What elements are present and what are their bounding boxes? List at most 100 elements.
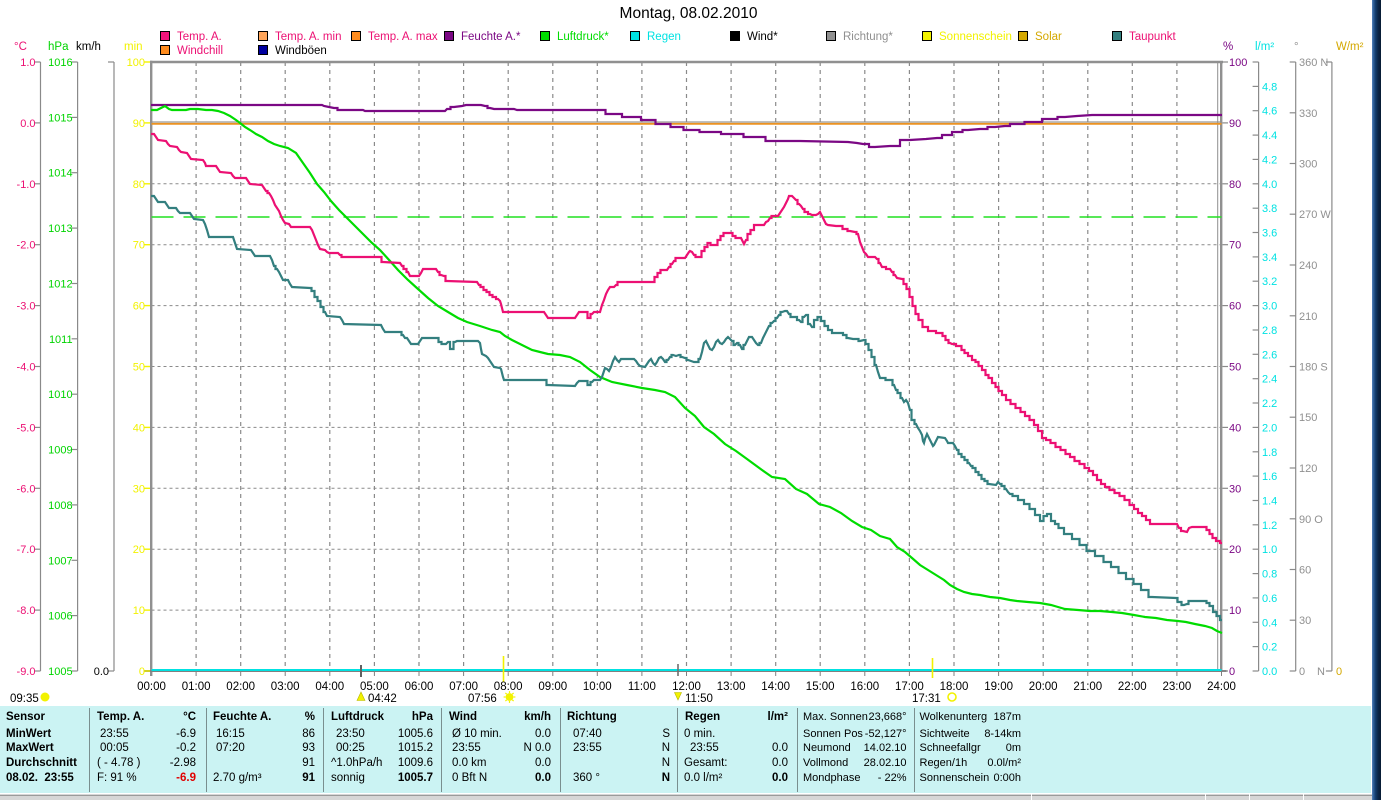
svg-text:50: 50	[1229, 362, 1241, 374]
svg-text:17:31: 17:31	[912, 693, 941, 705]
svg-text:24:00: 24:00	[1207, 681, 1236, 693]
svg-text:-5.0: -5.0	[17, 422, 36, 434]
svg-text:0.2: 0.2	[1262, 642, 1277, 654]
svg-text:30: 30	[133, 483, 145, 495]
svg-text:-2.0: -2.0	[17, 240, 36, 252]
svg-text:-6.0: -6.0	[17, 483, 36, 495]
svg-text:1013: 1013	[48, 223, 72, 235]
svg-text:330: 330	[1299, 108, 1317, 120]
svg-text:150: 150	[1299, 412, 1317, 424]
svg-text:00:00: 00:00	[137, 681, 166, 693]
svg-text:1.8: 1.8	[1262, 447, 1277, 459]
svg-text:0.0: 0.0	[1262, 666, 1277, 678]
svg-text:100: 100	[127, 57, 145, 69]
svg-text:70: 70	[133, 240, 145, 252]
svg-text:3.4: 3.4	[1262, 252, 1277, 264]
svg-text:3.6: 3.6	[1262, 228, 1277, 240]
svg-text:16:00: 16:00	[850, 681, 879, 693]
svg-text:1.2: 1.2	[1262, 520, 1277, 532]
svg-text:21:00: 21:00	[1073, 681, 1102, 693]
svg-text:2.4: 2.4	[1262, 374, 1277, 386]
svg-text:09:35: 09:35	[10, 693, 39, 705]
svg-text:4.2: 4.2	[1262, 154, 1277, 166]
svg-text:20:00: 20:00	[1029, 681, 1058, 693]
svg-text:09:00: 09:00	[538, 681, 567, 693]
svg-text:0.0: 0.0	[20, 118, 35, 130]
svg-text:12:00: 12:00	[672, 681, 701, 693]
svg-text:11:00: 11:00	[628, 681, 656, 693]
svg-text:0: 0	[1336, 666, 1342, 678]
svg-text:270 W: 270 W	[1299, 209, 1331, 221]
svg-text:1011: 1011	[49, 334, 73, 346]
svg-text:N: N	[1317, 666, 1325, 678]
svg-text:22:00: 22:00	[1118, 681, 1147, 693]
svg-text:03:00: 03:00	[271, 681, 300, 693]
svg-text:1007: 1007	[48, 555, 72, 567]
svg-text:2.2: 2.2	[1262, 398, 1277, 410]
svg-text:14:00: 14:00	[761, 681, 790, 693]
svg-text:80: 80	[1229, 179, 1241, 191]
svg-text:08:00: 08:00	[494, 681, 523, 693]
svg-text:240: 240	[1299, 260, 1317, 272]
svg-text:4.0: 4.0	[1262, 179, 1277, 191]
svg-text:04:00: 04:00	[315, 681, 344, 693]
svg-text:2.8: 2.8	[1262, 325, 1277, 337]
svg-text:100: 100	[1229, 57, 1247, 69]
svg-text:-8.0: -8.0	[17, 605, 36, 617]
svg-text:-1.0: -1.0	[17, 179, 36, 191]
svg-text:13:00: 13:00	[717, 681, 746, 693]
svg-text:10: 10	[133, 605, 145, 617]
svg-text:0: 0	[139, 666, 145, 678]
svg-text:10:00: 10:00	[583, 681, 612, 693]
svg-text:90: 90	[1229, 118, 1241, 130]
svg-text:23:00: 23:00	[1163, 681, 1192, 693]
svg-text:15:00: 15:00	[806, 681, 835, 693]
svg-text:4.6: 4.6	[1262, 106, 1277, 118]
svg-text:120: 120	[1299, 463, 1317, 475]
svg-text:20: 20	[133, 544, 145, 556]
svg-text:1.6: 1.6	[1262, 471, 1277, 483]
svg-text:04:42: 04:42	[368, 693, 397, 705]
svg-text:90 O: 90 O	[1299, 514, 1323, 526]
svg-text:0.4: 0.4	[1262, 617, 1277, 629]
svg-text:-4.0: -4.0	[17, 362, 36, 374]
svg-text:07:56: 07:56	[468, 693, 497, 705]
svg-text:1012: 1012	[48, 279, 72, 291]
svg-text:40: 40	[133, 422, 145, 434]
svg-text:20: 20	[1229, 544, 1241, 556]
svg-text:1014: 1014	[48, 168, 72, 180]
svg-text:0: 0	[1299, 666, 1305, 678]
svg-text:60: 60	[1299, 565, 1311, 577]
svg-text:2.0: 2.0	[1262, 422, 1277, 434]
svg-text:1009: 1009	[48, 445, 72, 457]
svg-text:90: 90	[133, 118, 145, 130]
svg-text:1.0: 1.0	[20, 57, 35, 69]
svg-text:0.8: 0.8	[1262, 569, 1277, 581]
svg-text:11:50: 11:50	[685, 693, 713, 705]
svg-text:02:00: 02:00	[226, 681, 255, 693]
svg-text:0.0: 0.0	[94, 666, 109, 678]
svg-text:70: 70	[1229, 240, 1241, 252]
svg-text:19:00: 19:00	[984, 681, 1013, 693]
svg-text:30: 30	[1229, 483, 1241, 495]
svg-text:1016: 1016	[48, 57, 72, 69]
svg-text:06:00: 06:00	[405, 681, 434, 693]
svg-text:300: 300	[1299, 159, 1317, 171]
svg-text:360 N: 360 N	[1299, 57, 1328, 69]
svg-text:01:00: 01:00	[182, 681, 211, 693]
svg-text:1015: 1015	[48, 112, 72, 124]
svg-text:-9.0: -9.0	[17, 666, 36, 678]
svg-text:17:00: 17:00	[895, 681, 924, 693]
svg-text:40: 40	[1229, 422, 1241, 434]
svg-text:60: 60	[133, 301, 145, 313]
svg-text:1008: 1008	[48, 500, 72, 512]
svg-text:3.0: 3.0	[1262, 301, 1277, 313]
svg-text:18:00: 18:00	[940, 681, 969, 693]
svg-text:0.6: 0.6	[1262, 593, 1277, 605]
svg-text:3.2: 3.2	[1262, 276, 1277, 288]
svg-text:1005: 1005	[48, 666, 72, 678]
svg-text:2.6: 2.6	[1262, 349, 1277, 361]
svg-text:60: 60	[1229, 301, 1241, 313]
svg-text:3.8: 3.8	[1262, 203, 1277, 215]
svg-text:50: 50	[133, 362, 145, 374]
